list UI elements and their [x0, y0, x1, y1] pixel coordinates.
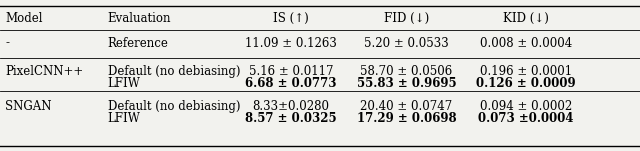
Text: 6.68 ± 0.0773: 6.68 ± 0.0773 [246, 77, 337, 90]
Text: 0.094 ± 0.0002: 0.094 ± 0.0002 [480, 100, 572, 113]
Text: 0.126 ± 0.0009: 0.126 ± 0.0009 [476, 77, 576, 90]
Text: Default (no debiasing): Default (no debiasing) [108, 65, 240, 78]
Text: 0.008 ± 0.0004: 0.008 ± 0.0004 [480, 37, 572, 50]
Text: 5.20 ± 0.0533: 5.20 ± 0.0533 [364, 37, 449, 50]
Text: 58.70 ± 0.0506: 58.70 ± 0.0506 [360, 65, 452, 78]
Text: LFIW: LFIW [108, 77, 140, 90]
Text: 8.57 ± 0.0325: 8.57 ± 0.0325 [245, 112, 337, 125]
Text: 0.073 ±0.0004: 0.073 ±0.0004 [478, 112, 574, 125]
Text: 11.09 ± 0.1263: 11.09 ± 0.1263 [245, 37, 337, 50]
Text: Default (no debiasing): Default (no debiasing) [108, 100, 240, 113]
Text: Model: Model [5, 12, 43, 25]
Text: SNGAN: SNGAN [5, 100, 52, 113]
Text: Evaluation: Evaluation [108, 12, 171, 25]
Text: FID (↓): FID (↓) [384, 12, 429, 25]
Text: 5.16 ± 0.0117: 5.16 ± 0.0117 [249, 65, 333, 78]
Text: IS (↑): IS (↑) [273, 12, 309, 25]
Text: 55.83 ± 0.9695: 55.83 ± 0.9695 [356, 77, 456, 90]
Text: LFIW: LFIW [108, 112, 140, 125]
Text: 20.40 ± 0.0747: 20.40 ± 0.0747 [360, 100, 452, 113]
Text: 0.196 ± 0.0001: 0.196 ± 0.0001 [480, 65, 572, 78]
Text: 8.33±0.0280: 8.33±0.0280 [253, 100, 330, 113]
Text: KID (↓): KID (↓) [503, 12, 549, 25]
Text: 17.29 ± 0.0698: 17.29 ± 0.0698 [356, 112, 456, 125]
Text: PixelCNN++: PixelCNN++ [5, 65, 83, 78]
Text: Reference: Reference [108, 37, 168, 50]
Text: -: - [5, 37, 9, 50]
